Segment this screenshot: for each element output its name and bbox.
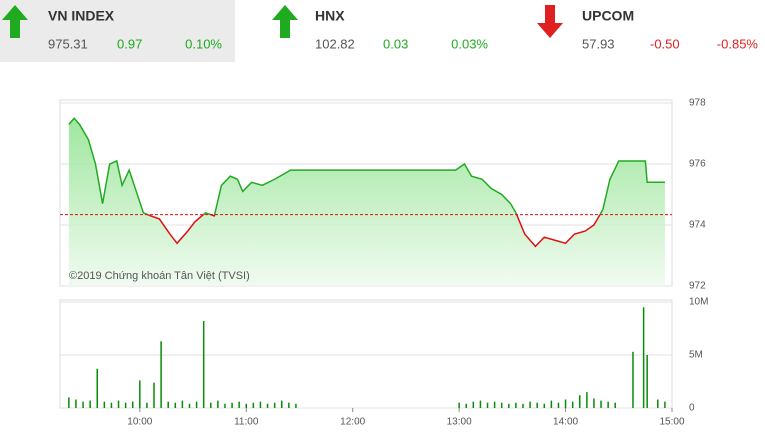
volume-bar: [195, 401, 198, 408]
x-tick-label: 11:00: [234, 417, 259, 428]
volume-bar: [564, 399, 567, 408]
price-line-up: [68, 117, 665, 215]
arrow-down-icon: [537, 5, 563, 38]
volume-bar: [167, 401, 169, 408]
volume-bar: [245, 403, 248, 408]
volume-bar: [579, 395, 581, 408]
y-tick-label: 978: [689, 98, 706, 109]
volume-bar: [586, 392, 588, 408]
volume-bar: [515, 402, 517, 408]
index-change: 0.97: [117, 36, 142, 51]
volume-bar: [632, 351, 634, 408]
volume-bar: [295, 403, 297, 408]
volume-bar: [465, 403, 467, 408]
volume-bar: [139, 380, 141, 408]
volume-bar: [110, 402, 113, 408]
volume-bar: [89, 400, 91, 408]
volume-bar: [657, 399, 659, 408]
index-change: -0.50: [650, 36, 680, 51]
index-name: VN INDEX: [48, 8, 115, 24]
index-price: 57.93: [582, 36, 615, 51]
volume-bar: [252, 402, 255, 408]
volume-bar: [642, 307, 645, 408]
volume-bar: [508, 403, 510, 408]
volume-bar: [273, 402, 276, 408]
volume-bar: [188, 403, 191, 408]
index-price: 975.31: [48, 36, 88, 51]
volume-bar: [238, 401, 240, 408]
volume-bar: [664, 401, 666, 408]
y-tick-label: 0: [689, 403, 695, 414]
volume-bar: [75, 399, 77, 408]
y-tick-label: 974: [689, 220, 706, 231]
volume-bar: [160, 341, 162, 408]
x-tick-label: 13:00: [447, 417, 472, 428]
index-price: 102.82: [315, 36, 355, 51]
volume-bar: [82, 401, 84, 408]
volume-bar: [557, 402, 560, 408]
volume-bar: [124, 402, 127, 408]
volume-bar: [96, 368, 99, 408]
volume-bar: [231, 402, 233, 408]
price-area: [68, 118, 665, 286]
price-line-down: [145, 214, 601, 248]
volume-bar: [646, 355, 648, 408]
index-change: 0.03: [383, 36, 408, 51]
volume-bar: [600, 400, 602, 408]
active-tile: [0, 0, 235, 62]
volume-bar: [224, 403, 226, 408]
volume-bar: [210, 402, 212, 408]
volume-bar: [103, 401, 106, 408]
volume-bar: [493, 401, 496, 408]
volume-bar: [217, 400, 219, 408]
volume-bar: [68, 397, 70, 408]
volume-bar: [486, 402, 489, 408]
y-tick-label: 976: [689, 159, 706, 170]
index-name: UPCOM: [582, 8, 634, 24]
volume-bar: [131, 401, 134, 408]
volume-bar: [266, 403, 269, 408]
x-tick-label: 14:00: [553, 417, 578, 428]
index-percent: -0.85%: [717, 36, 759, 51]
y-tick-label: 5M: [689, 350, 703, 361]
volume-bar: [593, 398, 595, 408]
index-percent: 0.10%: [185, 36, 222, 51]
x-tick-label: 10:00: [127, 417, 152, 428]
x-tick-label: 12:00: [340, 417, 365, 428]
x-tick-label: 15:00: [659, 417, 684, 428]
volume-bar: [117, 400, 120, 408]
y-tick-label: 10M: [689, 297, 708, 308]
volume-bar: [181, 400, 184, 408]
volume-bar: [550, 400, 553, 408]
volume-bar: [543, 403, 546, 408]
volume-bar: [174, 402, 177, 408]
watermark: ©2019 Chứng khoán Tân Việt (TVSI): [69, 270, 250, 282]
volume-bar: [571, 401, 574, 408]
volume-bar: [280, 400, 283, 408]
volume-bar: [479, 400, 482, 408]
volume-bar: [202, 321, 205, 408]
volume-bar: [529, 401, 531, 408]
volume-bar: [259, 401, 262, 408]
volume-bar: [146, 402, 148, 408]
plot-frame: [59, 299, 673, 409]
volume-bar: [607, 401, 609, 408]
index-name: HNX: [315, 8, 345, 24]
volume-bar: [288, 402, 290, 408]
volume-bar: [522, 403, 524, 408]
volume-bar: [458, 402, 460, 408]
index-percent: 0.03%: [451, 36, 488, 51]
volume-bar: [153, 382, 155, 408]
arrow-up-icon: [272, 5, 298, 38]
arrow-up-icon: [2, 5, 28, 38]
volume-bar: [536, 402, 538, 408]
volume-bar: [500, 402, 503, 408]
volume-bar: [472, 401, 475, 408]
y-tick-label: 972: [689, 281, 706, 292]
volume-bar: [614, 402, 616, 408]
